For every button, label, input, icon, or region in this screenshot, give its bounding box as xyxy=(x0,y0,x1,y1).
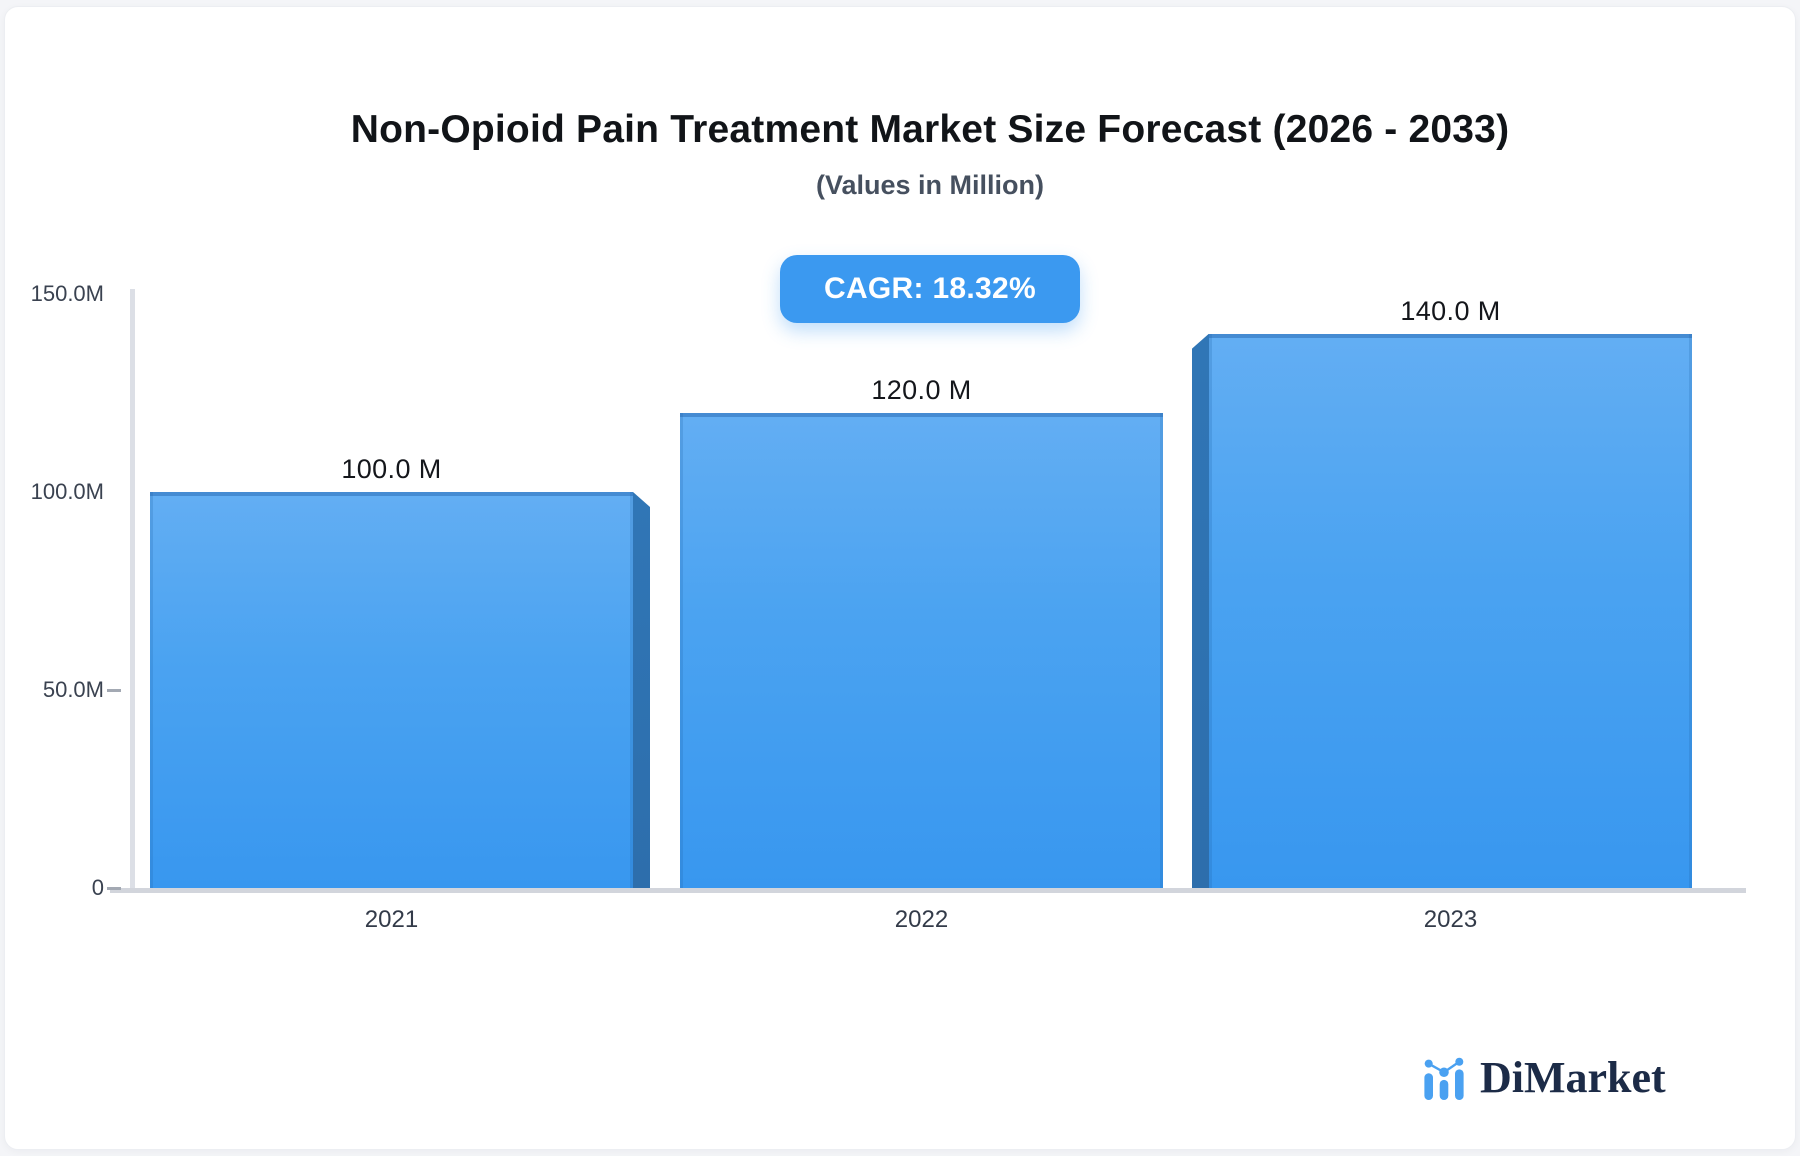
chart-subtitle: (Values in Million) xyxy=(815,170,1045,200)
x-axis-tick-label: 2021 xyxy=(364,906,419,933)
bar-bevel-left xyxy=(1192,333,1209,888)
x-axis-tick-label: 2022 xyxy=(894,906,949,933)
y-axis-tick-label: 50.0M xyxy=(42,677,104,702)
bar-2021 xyxy=(150,492,633,888)
brand-logo: DiMarket xyxy=(1421,1043,1741,1113)
bar-bevel-right xyxy=(633,492,650,888)
y-axis-tick-mark xyxy=(107,887,121,890)
bar-value-label: 140.0 M xyxy=(1400,295,1501,326)
y-axis-tick-label: 150.0M xyxy=(30,281,104,306)
brand-logo-text: DiMarket xyxy=(1480,1053,1666,1102)
x-axis-tick-label: 2023 xyxy=(1423,906,1478,933)
bar-value-label: 120.0 M xyxy=(871,374,972,405)
chart-title: Non-Opioid Pain Treatment Market Size Fo… xyxy=(350,108,1510,151)
y-axis-tick-mark xyxy=(107,689,121,692)
bar-chart-logo-icon xyxy=(1424,1057,1464,1100)
cagr-badge: CAGR: 18.32% xyxy=(780,255,1080,323)
y-axis-tick-label: 100.0M xyxy=(30,479,104,504)
bar-2023 xyxy=(1209,333,1692,888)
y-axis-tick-label: 0 xyxy=(91,875,104,900)
x-axis-baseline xyxy=(110,888,1746,893)
bar-value-label: 100.0 M xyxy=(341,454,442,484)
bar-2022 xyxy=(680,412,1163,888)
y-axis-line xyxy=(130,289,135,888)
